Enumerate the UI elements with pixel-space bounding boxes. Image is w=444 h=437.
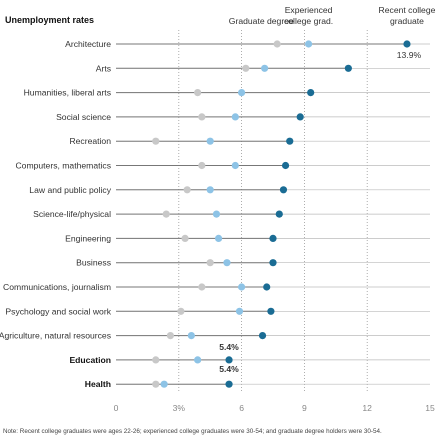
dot-recent	[286, 137, 294, 145]
dot-graduate	[152, 380, 160, 388]
category-row: Recreation	[69, 136, 430, 146]
dot-recent	[344, 64, 352, 72]
dot-recent	[267, 307, 275, 315]
category-label: Health	[85, 379, 111, 389]
category-row: Arts	[96, 63, 430, 73]
dot-experienced	[223, 259, 231, 267]
category-row: Engineering	[65, 233, 430, 243]
x-tick-label: 9	[302, 403, 307, 413]
category-row: Psychology and social work	[5, 306, 430, 316]
category-row: Law and public policy	[29, 185, 430, 195]
category-row: Architecture	[65, 39, 430, 49]
category-label: Business	[76, 258, 111, 268]
category-label: Humanities, liberal arts	[24, 88, 111, 98]
dot-graduate	[183, 186, 191, 194]
x-tick-label: 0	[114, 403, 119, 413]
category-label: Social science	[56, 112, 111, 122]
dot-experienced	[214, 234, 223, 242]
category-label: Science-life/physical	[33, 209, 111, 219]
dot-recent	[225, 356, 233, 364]
dot-recent	[225, 380, 233, 388]
dot-experienced	[238, 89, 246, 97]
category-row: Science-life/physical	[33, 209, 430, 219]
dot-recent	[258, 332, 267, 340]
dot-experienced	[231, 161, 239, 170]
chart-note: Note: Recent college graduates were ages…	[3, 428, 382, 435]
category-row: Social science	[56, 112, 430, 122]
category-label: Communications, journalism	[3, 282, 111, 292]
dot-experienced	[187, 332, 195, 340]
dot-experienced	[194, 356, 202, 364]
annotation-label: 13.9%	[397, 50, 422, 60]
dot-experienced	[235, 307, 244, 315]
category-row: Computers, mathematics	[15, 161, 430, 171]
category-row: Business	[76, 258, 430, 268]
category-label: Law and public policy	[29, 185, 111, 195]
dot-recent	[281, 161, 290, 170]
dot-experienced	[212, 210, 221, 218]
dot-experienced	[238, 283, 246, 291]
category-row: Education	[69, 355, 430, 365]
annotations: 13.9% 5.4% 5.4%	[219, 50, 421, 374]
category-row: Health	[85, 379, 430, 389]
dot-graduate	[273, 40, 281, 48]
dot-experienced	[231, 113, 239, 121]
chart-title: Unemployment rates	[5, 15, 94, 25]
rows: Architecture Arts Humanities, liberal arts…	[0, 39, 430, 389]
category-label: Recreation	[69, 136, 111, 146]
category-label: Agriculture, natural resources	[0, 331, 111, 341]
dot-graduate	[162, 210, 170, 218]
category-label: Psychology and social work	[5, 306, 111, 316]
dot-experienced	[261, 64, 269, 72]
series-label: Graduate degree	[229, 16, 294, 26]
x-tick-label: 3%	[173, 403, 186, 413]
dot-graduate	[198, 283, 206, 291]
dot-graduate	[206, 259, 214, 267]
dot-graduate	[198, 161, 206, 170]
annotation-label: 5.4%	[219, 364, 239, 374]
dot-graduate	[166, 332, 175, 340]
category-label: Computers, mathematics	[15, 161, 111, 171]
annotation-label: 5.4%	[219, 342, 239, 352]
x-tick-label: 15	[425, 403, 435, 413]
dot-recent	[269, 234, 277, 242]
series-label: Recent college graduate	[379, 5, 436, 26]
dot-recent	[275, 210, 283, 218]
dot-recent	[263, 283, 271, 291]
dot-experienced	[206, 186, 214, 194]
category-label: Engineering	[65, 233, 111, 243]
dot-graduate	[177, 307, 185, 315]
grid	[178, 30, 368, 393]
category-row: Agriculture, natural resources	[0, 331, 430, 341]
category-label: Architecture	[65, 39, 111, 49]
dot-experienced	[206, 137, 214, 145]
category-row: Communications, journalism	[3, 282, 430, 292]
dot-recent	[403, 40, 411, 48]
category-label: Arts	[96, 63, 111, 73]
dot-recent	[269, 259, 277, 267]
dot-graduate	[194, 89, 202, 97]
x-axis: 0 3% 6 9 12 15	[114, 403, 435, 413]
category-row: Humanities, liberal arts	[24, 88, 430, 98]
dot-experienced	[160, 380, 168, 388]
dot-recent	[296, 113, 304, 121]
x-tick-label: 12	[362, 403, 372, 413]
dot-recent	[307, 89, 315, 97]
dot-graduate	[152, 137, 160, 145]
dot-graduate	[198, 113, 206, 121]
series-label: Experienced college grad.	[284, 5, 333, 26]
dot-graduate	[181, 234, 189, 242]
x-tick-label: 6	[239, 403, 244, 413]
dot-graduate	[152, 356, 160, 364]
category-label: Education	[69, 355, 111, 365]
dot-recent	[279, 186, 288, 194]
dot-experienced	[304, 40, 313, 48]
dot-graduate	[242, 64, 250, 72]
